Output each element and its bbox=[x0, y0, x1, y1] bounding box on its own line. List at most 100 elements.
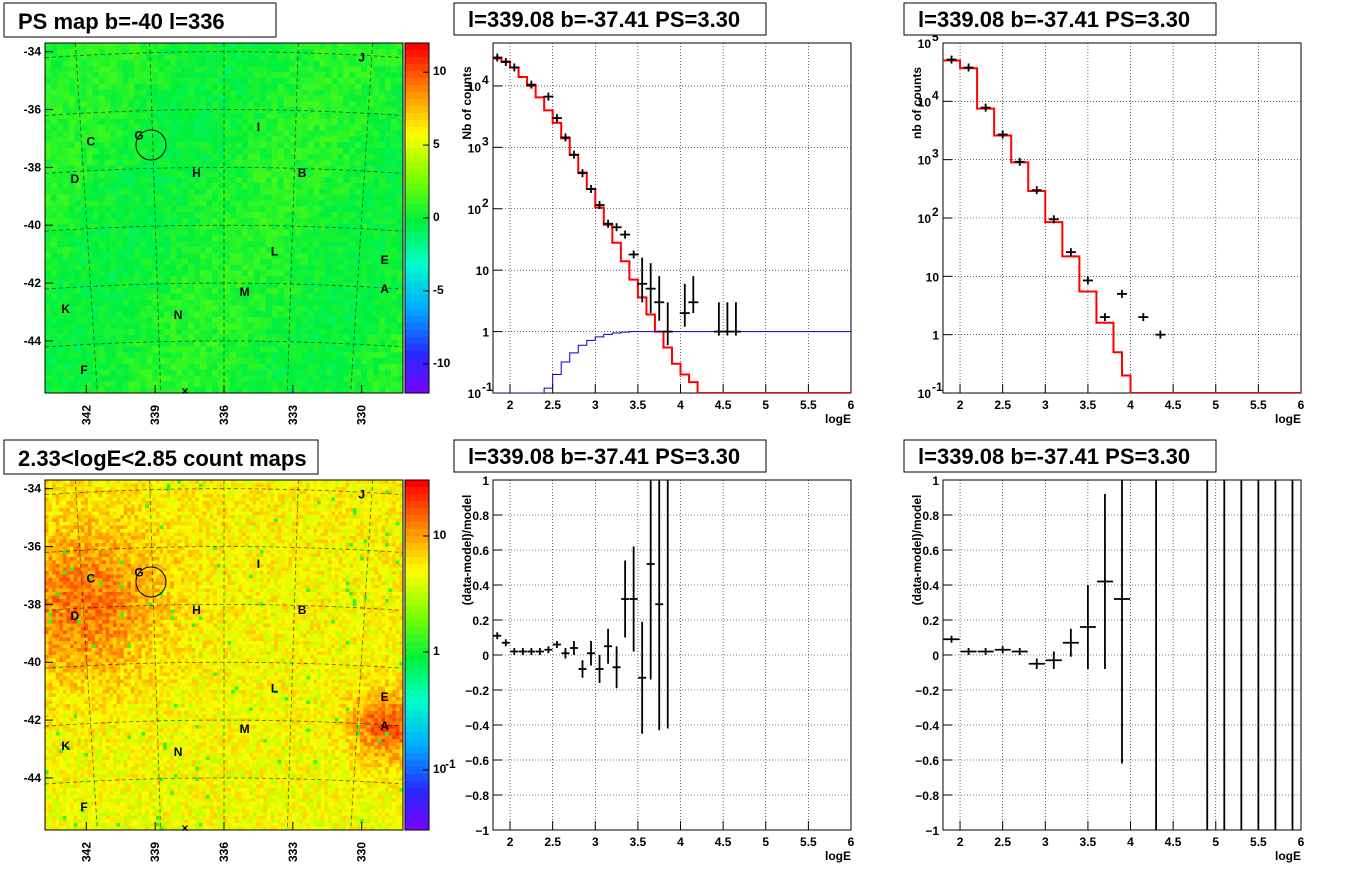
spec1-title-text: l=339.08 b=-37.41 PS=3.30 bbox=[468, 7, 740, 32]
spec2-ytick-label: 10 bbox=[918, 212, 932, 226]
map1-colorbar-tick: 5 bbox=[433, 137, 440, 151]
spec1-ytick-label: 10 bbox=[468, 387, 482, 401]
spec1-xtick-label: 4.5 bbox=[715, 398, 732, 412]
spec1-data-point bbox=[637, 257, 648, 303]
map1-xtick-label: 342 bbox=[79, 405, 93, 425]
spec1-xtick-label: 5.5 bbox=[800, 398, 817, 412]
res1-ytick-label: 0.6 bbox=[472, 544, 489, 558]
spec1-data-point bbox=[493, 53, 503, 62]
spec1-data-point bbox=[662, 302, 673, 346]
map2-xtick-label: 342 bbox=[79, 842, 93, 862]
res2-ytick-label: −0.6 bbox=[915, 754, 939, 768]
spec1-ytick-exp: 3 bbox=[482, 134, 489, 148]
res1-ytick-label: 0 bbox=[482, 649, 489, 663]
map1-ytick-label: -36 bbox=[24, 103, 42, 117]
map2-title-box bbox=[3, 439, 319, 475]
spec1-grid bbox=[493, 43, 852, 394]
res1-ylabel: (data-model)/model bbox=[460, 495, 474, 606]
res2-xtick-label: 3.5 bbox=[1080, 835, 1097, 849]
map2-xtick-label: 339 bbox=[148, 842, 162, 862]
res1-xtick-label: 5 bbox=[762, 835, 769, 849]
res1-data-point bbox=[655, 480, 664, 731]
spec2-data-point bbox=[1155, 330, 1166, 339]
spec2-model-line bbox=[943, 59, 1301, 393]
res2-ytick-label: 0 bbox=[932, 649, 939, 663]
spec1-data-point bbox=[603, 219, 614, 228]
source-label: N bbox=[174, 745, 183, 759]
res1-xtick-label: 2 bbox=[507, 835, 514, 849]
spec2-ytick-label: 10 bbox=[918, 95, 932, 109]
source-label: H bbox=[192, 166, 201, 180]
spec2-xtick-label: 4 bbox=[1127, 398, 1134, 412]
source-label: C bbox=[87, 571, 96, 585]
res1-data-point bbox=[527, 648, 536, 655]
res1-ytick-label: 0.4 bbox=[472, 579, 489, 593]
res2-xtick-label: 5.5 bbox=[1250, 835, 1267, 849]
res2-data-point bbox=[1079, 585, 1096, 669]
map1-center-marker: × bbox=[181, 384, 188, 398]
source-label: A bbox=[380, 719, 389, 733]
res1-ytick-label: 0.8 bbox=[472, 509, 489, 523]
res1-frame bbox=[492, 479, 852, 831]
source-label: E bbox=[381, 690, 389, 704]
spec1-data-point bbox=[509, 63, 520, 72]
res2-data-point bbox=[960, 648, 977, 655]
map1-colorbar-tick: -5 bbox=[433, 283, 444, 297]
res1-data-point bbox=[612, 646, 621, 689]
res1-data-point bbox=[638, 621, 647, 734]
spec1-ytick-label: 1 bbox=[482, 326, 489, 340]
source-label: F bbox=[80, 363, 87, 377]
res2-xlabel: logE bbox=[1275, 849, 1301, 863]
res2-data-point bbox=[943, 635, 960, 643]
map2-coord-grid bbox=[45, 480, 403, 830]
map2-colorbar-tick: 10 bbox=[433, 528, 447, 542]
map1-title-box bbox=[3, 2, 277, 38]
spec2-data-point bbox=[997, 130, 1008, 139]
res1-title-text: l=339.08 b=-37.41 PS=3.30 bbox=[468, 444, 740, 469]
spec1-ytick-label: 10 bbox=[468, 203, 482, 217]
source-label: D bbox=[70, 172, 79, 186]
res2-ylabel: (data-model)/model bbox=[910, 495, 924, 606]
res2-ytick-label: 1 bbox=[932, 474, 939, 488]
res2-data-point bbox=[1011, 648, 1028, 655]
res2-data-point bbox=[1045, 651, 1062, 669]
map1-ytick-label: -38 bbox=[24, 160, 42, 174]
map1-ytick-label: -44 bbox=[24, 334, 42, 348]
res2-ytick-label: −0.2 bbox=[915, 684, 939, 698]
res1-xtick-label: 6 bbox=[848, 835, 855, 849]
res1-ytick-label: 1 bbox=[482, 474, 489, 488]
spec1-ytick-exp: -1 bbox=[482, 380, 493, 394]
res1-data-point bbox=[493, 632, 502, 640]
spec1-ytick-label: 10 bbox=[468, 141, 482, 155]
res1-grid bbox=[493, 479, 852, 831]
map1-colorbar: 10 5 0 -5 -10 bbox=[404, 42, 451, 394]
spec1-xtick-label: 3 bbox=[592, 398, 599, 412]
spec1-data-point bbox=[500, 58, 511, 67]
res2-xtick-label: 6 bbox=[1298, 835, 1305, 849]
map1-colorbar-tick: 10 bbox=[433, 64, 447, 78]
res2-data-point bbox=[994, 646, 1011, 654]
res2-xtick-label: 2.5 bbox=[994, 835, 1011, 849]
spec1-data-point bbox=[594, 201, 605, 210]
spec2-ytick-label: 10 bbox=[918, 154, 932, 168]
source-label: D bbox=[70, 609, 79, 623]
spec1-data-point bbox=[679, 283, 690, 327]
spec2-data-point bbox=[1065, 248, 1076, 257]
spec2-xtick-label: 4.5 bbox=[1165, 398, 1182, 412]
res2-ytick-label: −0.8 bbox=[915, 789, 939, 803]
spec2-ytick-label: 10 bbox=[918, 387, 932, 401]
map1-xtick-label: 333 bbox=[286, 405, 300, 425]
spec2-data-point bbox=[1117, 289, 1127, 298]
spec2-xtick-label: 3.5 bbox=[1080, 398, 1097, 412]
map2-colorbar-exp: -1 bbox=[445, 757, 456, 771]
spec1-ytick-exp: 4 bbox=[482, 73, 489, 87]
res1-data-point bbox=[578, 660, 587, 678]
res1-ytick-label: −0.8 bbox=[465, 789, 489, 803]
spec2-frame bbox=[942, 42, 1302, 394]
spec1-xtick-label: 2.5 bbox=[544, 398, 561, 412]
spec2-plot-area bbox=[943, 55, 1301, 393]
spec1-xtick-label: 3.5 bbox=[630, 398, 647, 412]
res2-xtick-label: 2 bbox=[957, 835, 964, 849]
